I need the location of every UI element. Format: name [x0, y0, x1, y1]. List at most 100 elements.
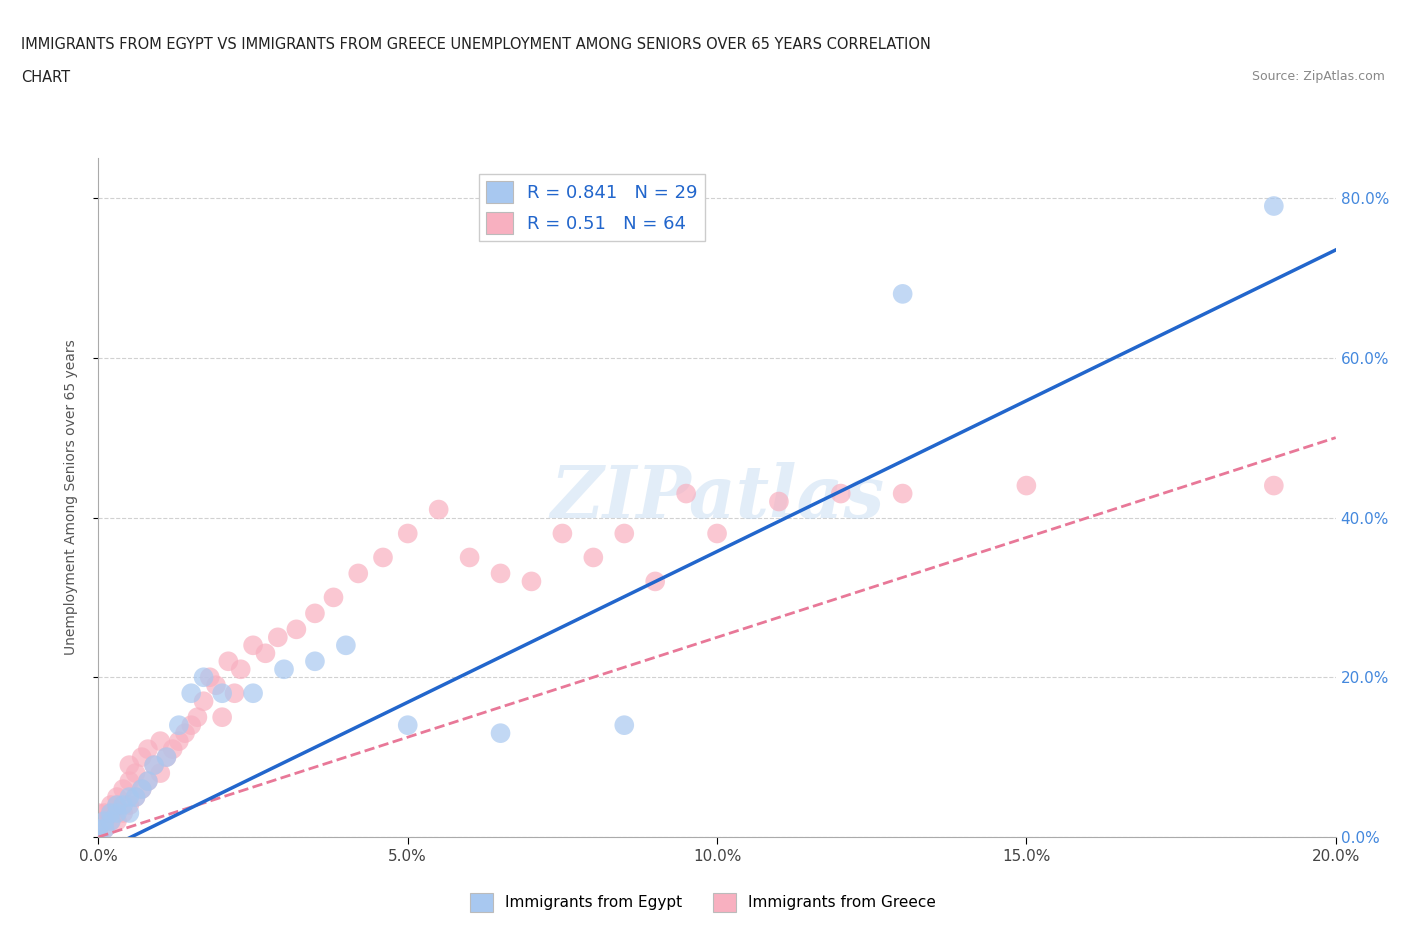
Point: [93, 821, 115, 836]
Point: [613, 526, 636, 541]
Point: [217, 654, 239, 669]
Point: [118, 790, 141, 804]
Point: [112, 781, 135, 796]
Point: [87, 830, 110, 844]
Point: [180, 685, 202, 700]
Point: [87, 830, 110, 844]
Point: [304, 654, 326, 669]
Point: [131, 781, 153, 796]
Legend: Immigrants from Egypt, Immigrants from Greece: Immigrants from Egypt, Immigrants from G…: [464, 887, 942, 918]
Text: ZIPatlas: ZIPatlas: [550, 462, 884, 533]
Point: [136, 742, 159, 757]
Point: [396, 526, 419, 541]
Point: [582, 550, 605, 565]
Point: [285, 622, 308, 637]
Point: [371, 550, 394, 565]
Point: [118, 758, 141, 773]
Point: [136, 774, 159, 789]
Point: [520, 574, 543, 589]
Point: [112, 805, 135, 820]
Point: [242, 638, 264, 653]
Point: [335, 638, 357, 653]
Point: [180, 718, 202, 733]
Point: [118, 805, 141, 820]
Point: [87, 821, 110, 836]
Point: [131, 750, 153, 764]
Point: [322, 590, 344, 604]
Point: [489, 725, 512, 740]
Point: [1015, 478, 1038, 493]
Point: [193, 670, 215, 684]
Point: [830, 486, 852, 501]
Point: [396, 718, 419, 733]
Point: [613, 718, 636, 733]
Point: [1263, 199, 1285, 214]
Point: [891, 486, 914, 501]
Point: [105, 798, 128, 813]
Point: [891, 286, 914, 301]
Point: [458, 550, 481, 565]
Point: [267, 630, 290, 644]
Point: [105, 798, 128, 813]
Text: CHART: CHART: [21, 70, 70, 85]
Point: [93, 814, 115, 829]
Point: [229, 662, 252, 677]
Point: [224, 685, 246, 700]
Point: [304, 606, 326, 621]
Point: [706, 526, 728, 541]
Point: [273, 662, 295, 677]
Point: [644, 574, 666, 589]
Y-axis label: Unemployment Among Seniors over 65 years: Unemployment Among Seniors over 65 years: [63, 339, 77, 656]
Point: [211, 685, 233, 700]
Point: [87, 805, 110, 820]
Point: [100, 814, 122, 829]
Point: [100, 805, 122, 820]
Point: [193, 694, 215, 709]
Point: [87, 814, 110, 829]
Point: [118, 798, 141, 813]
Point: [100, 814, 122, 829]
Point: [143, 758, 166, 773]
Point: [489, 566, 512, 581]
Text: IMMIGRANTS FROM EGYPT VS IMMIGRANTS FROM GREECE UNEMPLOYMENT AMONG SENIORS OVER : IMMIGRANTS FROM EGYPT VS IMMIGRANTS FROM…: [21, 37, 931, 52]
Point: [131, 781, 153, 796]
Point: [254, 645, 277, 660]
Point: [124, 790, 146, 804]
Point: [105, 790, 128, 804]
Point: [198, 670, 221, 684]
Point: [149, 734, 172, 749]
Point: [100, 805, 122, 820]
Point: [347, 566, 370, 581]
Point: [242, 685, 264, 700]
Point: [675, 486, 697, 501]
Point: [551, 526, 574, 541]
Point: [93, 805, 115, 820]
Point: [155, 750, 177, 764]
Point: [149, 765, 172, 780]
Point: [162, 742, 184, 757]
Point: [427, 502, 450, 517]
Point: [186, 710, 208, 724]
Point: [136, 774, 159, 789]
Point: [87, 821, 110, 836]
Point: [118, 774, 141, 789]
Point: [105, 805, 128, 820]
Point: [112, 798, 135, 813]
Point: [167, 718, 190, 733]
Point: [93, 821, 115, 836]
Point: [211, 710, 233, 724]
Point: [167, 734, 190, 749]
Point: [100, 798, 122, 813]
Point: [143, 758, 166, 773]
Point: [174, 725, 197, 740]
Point: [155, 750, 177, 764]
Point: [1263, 478, 1285, 493]
Text: Source: ZipAtlas.com: Source: ZipAtlas.com: [1251, 70, 1385, 83]
Point: [205, 678, 228, 693]
Point: [93, 814, 115, 829]
Legend: R = 0.841   N = 29, R = 0.51   N = 64: R = 0.841 N = 29, R = 0.51 N = 64: [478, 174, 704, 242]
Point: [105, 814, 128, 829]
Point: [768, 494, 790, 509]
Point: [124, 765, 146, 780]
Point: [124, 790, 146, 804]
